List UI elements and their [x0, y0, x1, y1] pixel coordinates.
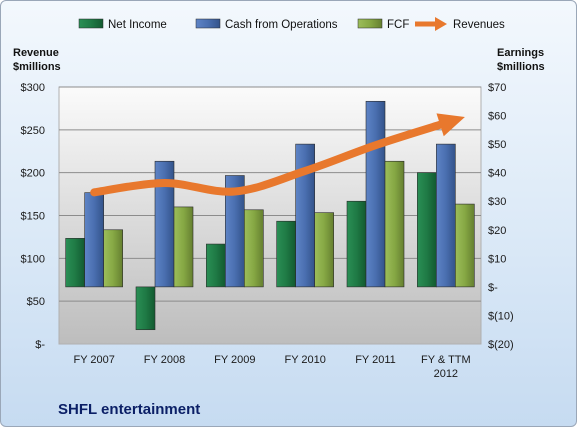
cash-from-operations-bar — [436, 143, 456, 288]
revenues-line — [90, 118, 450, 197]
legend-arrow-swatch — [435, 17, 447, 31]
x-axis-tick-label: FY 2010 — [284, 354, 325, 366]
x-axis-tick-label: FY 2009 — [214, 354, 255, 366]
fcf-bar — [455, 203, 475, 288]
x-axis-tick-label: FY 2007 — [73, 354, 114, 366]
legend-swatch — [78, 18, 104, 29]
left-axis-tick-label: $100 — [21, 253, 45, 265]
x-axis-tick-label: FY 2011 — [355, 354, 396, 366]
right-axis-tick-label: $- — [488, 282, 498, 294]
x-axis-tick-label: FY & TTM — [421, 354, 471, 366]
net-income-bar — [135, 286, 156, 331]
fcf-bar — [314, 212, 334, 288]
revenue-line-layer — [90, 113, 465, 197]
right-axis-title-line2: $millions — [497, 61, 545, 73]
right-axis-tick-label: $50 — [488, 139, 506, 151]
x-axis-tick-label: FY 2008 — [144, 354, 185, 366]
right-axis-tick-label: $(10) — [488, 310, 514, 322]
legend-label: Cash from Operations — [225, 19, 338, 31]
right-axis-tick-label: $40 — [488, 168, 506, 180]
gridlines — [59, 86, 481, 302]
net-income-bar — [346, 200, 367, 288]
cash-from-operations-bar — [365, 100, 386, 288]
x-axis-tick-label: 2012 — [434, 368, 458, 380]
fcf-bar — [384, 160, 405, 288]
net-income-bar — [65, 238, 85, 288]
left-axis-tick-label: $250 — [21, 125, 45, 137]
fcf-bar — [173, 206, 194, 288]
net-income-bar — [417, 172, 437, 288]
legend-swatch — [357, 18, 383, 29]
legend-label: Revenues — [453, 19, 505, 31]
right-axis-tick-label: $30 — [488, 196, 506, 208]
fcf-bar — [103, 229, 123, 288]
revenues-arrowhead — [436, 113, 465, 137]
right-axis-tick-label: $20 — [488, 225, 506, 237]
left-axis-tick-label: $200 — [21, 168, 45, 180]
left-axis: $- $50 $100 $150 $200 $250 $300 — [21, 82, 46, 351]
legend: Net Income Cash from Operations FCF Revenue… — [78, 17, 505, 31]
net-income-bar — [276, 220, 296, 288]
cash-from-operations-bar — [84, 192, 104, 288]
left-axis-title-line2: $millions — [13, 61, 61, 73]
left-axis-title-line1: Revenue — [13, 47, 59, 59]
left-axis-tick-label: $300 — [21, 82, 45, 94]
right-axis-title-line1: Earnings — [497, 47, 544, 59]
right-axis-tick-label: $10 — [488, 253, 506, 265]
net-income-bar — [206, 243, 226, 288]
footer-brand: SHFL entertainment — [58, 401, 200, 418]
right-axis-tick-label: $(20) — [488, 339, 514, 351]
legend-swatch — [195, 18, 221, 29]
legend-label: Net Income — [108, 19, 167, 31]
x-axis: FY 2007 FY 2008 FY 2009 FY 2010 FY 2011 FY & … — [73, 354, 470, 380]
fcf-bar — [244, 209, 264, 288]
bar-layer — [65, 100, 475, 331]
right-axis-tick-label: $70 — [488, 82, 506, 94]
left-axis-tick-label: $- — [35, 339, 45, 351]
right-axis-tick-label: $60 — [488, 111, 506, 123]
left-axis-tick-label: $150 — [21, 211, 45, 223]
left-axis-tick-label: $50 — [27, 296, 45, 308]
legend-label: FCF — [387, 19, 409, 31]
right-axis: $(20) $(10) $- $10 $20 $30 $40 $50 $60 $70 — [488, 82, 514, 351]
